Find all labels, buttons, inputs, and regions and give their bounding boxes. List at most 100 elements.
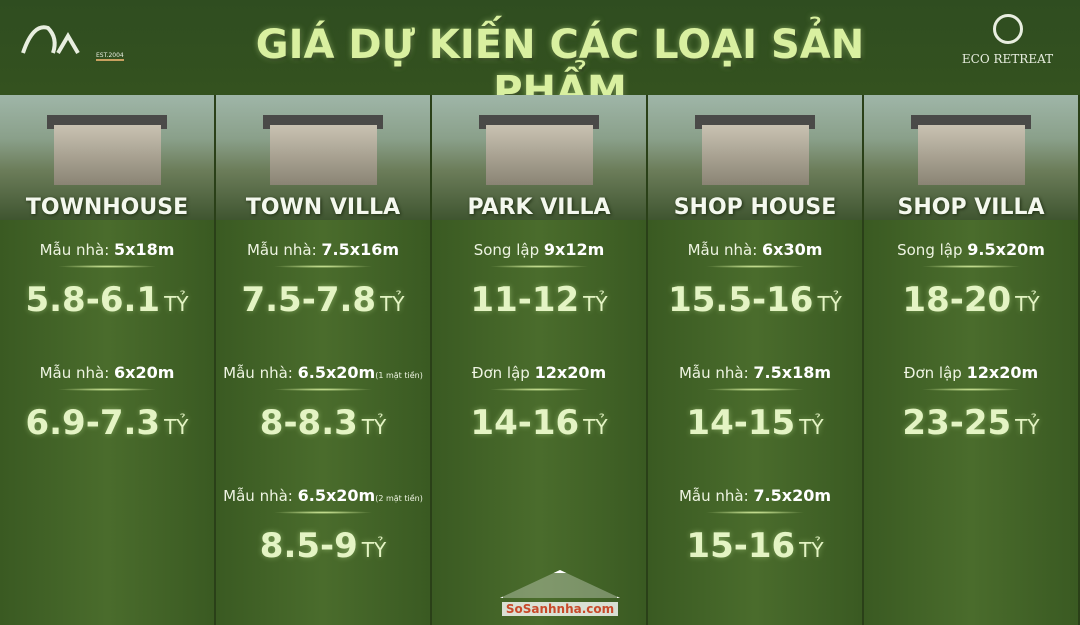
divider-glow	[705, 388, 805, 391]
size-prefix: Mẫu nhà:	[39, 364, 110, 382]
size-prefix: Đơn lập	[471, 364, 530, 382]
price-value: 15-16 TỶ	[648, 526, 862, 566]
divider-glow	[489, 265, 589, 268]
price-range: 15.5-16	[668, 280, 814, 320]
size-prefix: Mẫu nhà:	[246, 241, 317, 259]
product-column: PARK VILLA Song lập 9x12m 11-12 TỶ Đơn lậ…	[432, 95, 648, 625]
price-item: Mẫu nhà: 6.5x20m(2 mặt tiền) 8.5-9 TỶ	[216, 486, 430, 566]
watermark-text: SoSanhnha.com	[501, 602, 619, 616]
price-unit: TỶ	[583, 415, 608, 439]
divider-glow	[705, 511, 805, 514]
logo-icon	[21, 25, 80, 55]
logo-left-text: EST.2004	[96, 52, 124, 61]
product-photo	[864, 95, 1078, 220]
watermark: SoSanhnha.com	[485, 570, 635, 625]
price-range: 15-16	[686, 526, 796, 566]
size-label: Mẫu nhà: 7.5x18m	[648, 363, 862, 382]
price-item: Song lập 9.5x20m 18-20 TỶ	[864, 240, 1078, 320]
size-label: Mẫu nhà: 7.5x16m	[216, 240, 430, 259]
product-column: SHOP HOUSE Mẫu nhà: 6x30m 15.5-16 TỶ Mẫu …	[648, 95, 864, 625]
page-title: GIÁ DỰ KIẾN CÁC LOẠI SẢN PHẨM	[255, 22, 865, 114]
product-column: SHOP VILLA Song lập 9.5x20m 18-20 TỶ Đơn …	[864, 95, 1080, 625]
size-label: Đơn lập 12x20m	[864, 363, 1078, 382]
size-value: 6x20m	[114, 363, 175, 382]
size-prefix: Mẫu nhà:	[223, 364, 293, 382]
size-label: Mẫu nhà: 6x20m	[0, 363, 214, 382]
product-photo	[0, 95, 214, 220]
size-prefix: Mẫu nhà:	[223, 487, 293, 505]
brand-logo-left: EST.2004	[18, 18, 138, 68]
size-label: Mẫu nhà: 6x30m	[648, 240, 862, 259]
size-value: 7.5x16m	[321, 240, 400, 259]
price-range: 11-12	[470, 280, 580, 320]
price-range: 5.8-6.1	[25, 280, 161, 320]
size-label: Song lập 9x12m	[432, 240, 646, 259]
size-value: 12x20m	[966, 363, 1039, 382]
price-value: 7.5-7.8 TỶ	[216, 280, 430, 320]
price-value: 18-20 TỶ	[864, 280, 1078, 320]
size-note: (2 mặt tiền)	[375, 494, 423, 503]
price-item: Mẫu nhà: 6x20m 6.9-7.3 TỶ	[0, 363, 214, 443]
divider-glow	[273, 511, 373, 514]
size-prefix: Mẫu nhà:	[678, 487, 749, 505]
size-label: Song lập 9.5x20m	[864, 240, 1078, 259]
price-value: 6.9-7.3 TỶ	[0, 403, 214, 443]
price-range: 6.9-7.3	[25, 403, 161, 443]
price-unit: TỶ	[164, 415, 189, 439]
size-prefix: Đơn lập	[903, 364, 962, 382]
price-range: 8-8.3	[259, 403, 358, 443]
product-column: TOWNHOUSE Mẫu nhà: 5x18m 5.8-6.1 TỶ Mẫu n…	[0, 95, 216, 625]
price-range: 14-16	[470, 403, 580, 443]
size-value: 7.5x18m	[753, 363, 832, 382]
size-value: 5x18m	[114, 240, 175, 259]
product-photo	[648, 95, 862, 220]
price-unit: TỶ	[380, 292, 405, 316]
price-range: 8.5-9	[259, 526, 358, 566]
price-item: Song lập 9x12m 11-12 TỶ	[432, 240, 646, 320]
size-value: 12x20m	[534, 363, 607, 382]
price-item: Mẫu nhà: 7.5x16m 7.5-7.8 TỶ	[216, 240, 430, 320]
divider-glow	[273, 265, 373, 268]
size-prefix: Song lập	[897, 241, 963, 259]
product-columns: TOWNHOUSE Mẫu nhà: 5x18m 5.8-6.1 TỶ Mẫu n…	[0, 95, 1080, 625]
logo-right-text: ECO RETREAT	[961, 52, 1054, 66]
divider-glow	[57, 388, 157, 391]
product-column: TOWN VILLA Mẫu nhà: 7.5x16m 7.5-7.8 TỶ Mẫ…	[216, 95, 432, 625]
price-unit: TỶ	[1015, 292, 1040, 316]
price-unit: TỶ	[1015, 415, 1040, 439]
divider-glow	[921, 265, 1021, 268]
eco-circle-icon	[992, 14, 1023, 44]
price-item: Mẫu nhà: 5x18m 5.8-6.1 TỶ	[0, 240, 214, 320]
size-label: Mẫu nhà: 6.5x20m(1 mặt tiền)	[216, 363, 430, 382]
size-value: 6x30m	[762, 240, 823, 259]
header: EST.2004 GIÁ DỰ KIẾN CÁC LOẠI SẢN PHẨM E…	[0, 0, 1080, 114]
price-item: Mẫu nhà: 6.5x20m(1 mặt tiền) 8-8.3 TỶ	[216, 363, 430, 443]
price-range: 7.5-7.8	[241, 280, 377, 320]
product-name: TOWNHOUSE	[25, 195, 189, 220]
size-label: Mẫu nhà: 5x18m	[0, 240, 214, 259]
product-name: PARK VILLA	[467, 195, 611, 220]
eco-retreat-logo: ECO RETREAT	[950, 14, 1065, 84]
product-photo	[432, 95, 646, 220]
price-range: 23-25	[902, 403, 1012, 443]
price-value: 15.5-16 TỶ	[648, 280, 862, 320]
divider-glow	[705, 265, 805, 268]
house-roof-icon	[500, 570, 620, 598]
price-unit: TỶ	[817, 292, 842, 316]
size-value: 6.5x20m	[297, 363, 376, 382]
size-label: Mẫu nhà: 7.5x20m	[648, 486, 862, 505]
product-name: TOWN VILLA	[245, 195, 401, 220]
size-value: 6.5x20m	[297, 486, 376, 505]
size-value: 9.5x20m	[967, 240, 1045, 259]
price-range: 18-20	[902, 280, 1012, 320]
price-item: Mẫu nhà: 6x30m 15.5-16 TỶ	[648, 240, 862, 320]
price-unit: TỶ	[361, 415, 387, 439]
size-label: Mẫu nhà: 6.5x20m(2 mặt tiền)	[216, 486, 430, 505]
price-item: Đơn lập 12x20m 23-25 TỶ	[864, 363, 1078, 443]
size-prefix: Mẫu nhà:	[39, 241, 110, 259]
product-name: SHOP VILLA	[897, 195, 1045, 220]
price-range: 14-15	[686, 403, 796, 443]
size-prefix: Song lập	[473, 241, 540, 259]
size-note: (1 mặt tiền)	[375, 371, 423, 380]
price-value: 14-16 TỶ	[432, 403, 646, 443]
